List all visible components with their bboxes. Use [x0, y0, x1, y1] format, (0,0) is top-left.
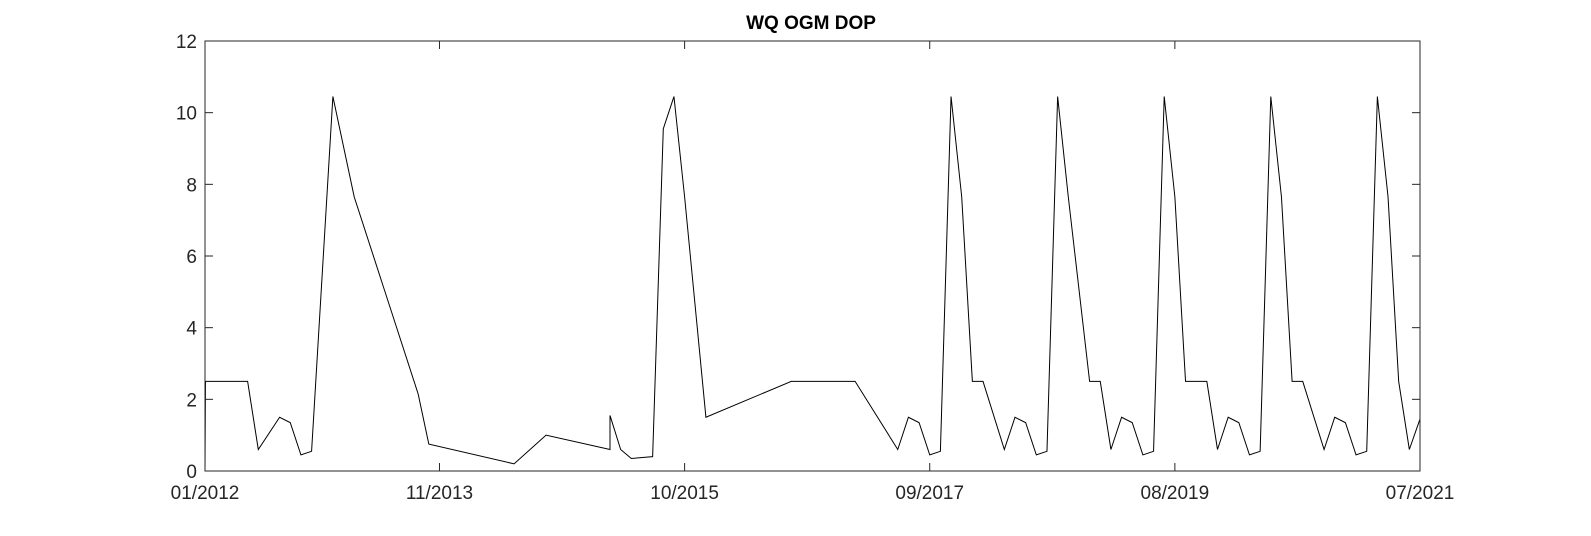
y-tick-label: 2 — [186, 390, 197, 411]
chart-title: WQ OGM DOP — [746, 13, 876, 34]
series-line — [204, 96, 1421, 472]
y-tick-label: 4 — [186, 319, 197, 340]
x-tick-label: 07/2021 — [1386, 483, 1455, 504]
x-tick-label: 11/2013 — [406, 483, 473, 504]
plot-frame — [204, 40, 1421, 472]
y-tick-label: 10 — [176, 104, 197, 125]
y-tick-label: 8 — [186, 175, 197, 196]
y-tick-label: 12 — [176, 32, 197, 53]
x-tick-label: 08/2019 — [1141, 483, 1210, 504]
x-axis: 01/2012 11/2013 10/2015 09/2017 08/2019 07/20… — [171, 41, 1455, 504]
plot-series — [204, 96, 1421, 472]
x-tick-label: 09/2017 — [895, 483, 964, 504]
y-tick-label: 6 — [186, 247, 197, 268]
x-tick-label: 01/2012 — [171, 483, 240, 504]
y-tick-label: 0 — [186, 462, 197, 483]
y-axis: 0 2 4 6 8 10 12 — [176, 32, 1420, 483]
x-tick-label: 10/2015 — [650, 483, 719, 504]
